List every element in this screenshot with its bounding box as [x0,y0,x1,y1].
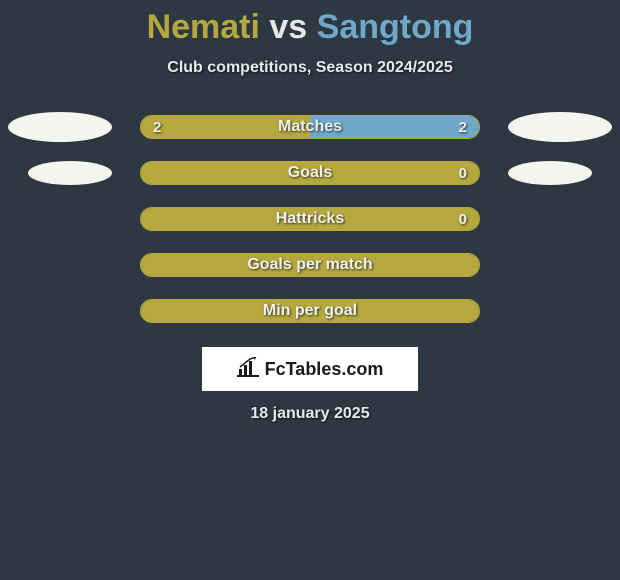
stat-label: Hattricks [141,208,479,230]
player2-avatar [508,161,592,185]
stat-label: Goals per match [141,254,479,276]
player1-name: Nemati [147,8,260,46]
logo-box: FcTables.com [202,347,418,391]
stat-bar: Goals per match [140,253,480,277]
stat-bar: Min per goal [140,299,480,323]
player1-avatar [8,112,112,142]
stat-row: 22Matches [0,105,620,151]
chart-icon [237,357,259,382]
date-label: 18 january 2025 [0,405,620,423]
stat-rows: 22Matches 0Goals 0Hattricks Goals per match… [0,105,620,335]
stat-row: Min per goal [0,289,620,335]
vs-separator: vs [269,8,307,46]
stat-row: 0Goals [0,151,620,197]
stat-label: Min per goal [141,300,479,322]
stat-label: Matches [141,116,479,138]
stat-bar: 0Goals [140,161,480,185]
stat-row: 0Hattricks [0,197,620,243]
subtitle: Club competitions, Season 2024/2025 [0,59,620,77]
player1-avatar [28,161,112,185]
stat-label: Goals [141,162,479,184]
stat-row: Goals per match [0,243,620,289]
logo-text: FcTables.com [265,359,384,380]
stat-bar: 22Matches [140,115,480,139]
stat-bar: 0Hattricks [140,207,480,231]
player2-name: Sangtong [317,8,474,46]
comparison-title: Nemati vs Sangtong [0,8,620,47]
player2-avatar [508,112,612,142]
